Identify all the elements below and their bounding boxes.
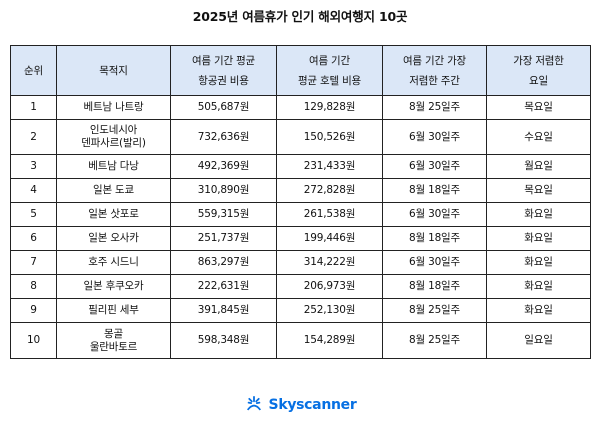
header-cheapest-day-line2: 요일: [529, 74, 548, 87]
rank-cell: 9: [10, 298, 57, 323]
rank-cell: 4: [10, 178, 57, 203]
rank-cell: 3: [10, 154, 57, 179]
page-title: 2025년 여름휴가 인기 해외여행지 10곳: [192, 9, 408, 24]
hotel-cell: 272,828원: [276, 178, 383, 203]
airfare-cell: 492,369원: [170, 154, 277, 179]
cheapest-week-cell: 8월 18일주: [382, 274, 487, 299]
header-airfare-line1: 여름 기간 평균: [191, 54, 256, 67]
header-hotel: 여름 기간 평균 호텔 비용: [276, 45, 383, 96]
destination-cell: 베트남 나트랑: [56, 95, 171, 120]
rank-cell: 7: [10, 250, 57, 275]
rank-cell: 8: [10, 274, 57, 299]
cheapest-week-cell: 8월 18일주: [382, 178, 487, 203]
cheapest-week-cell: 8월 25일주: [382, 298, 487, 323]
cheapest-week-cell: 6월 30일주: [382, 250, 487, 275]
airfare-cell: 598,348원: [170, 322, 277, 359]
rank-cell: 6: [10, 226, 57, 251]
header-destination-label: 목적지: [99, 64, 128, 77]
destination-line2: 덴파사르(발리): [81, 137, 146, 149]
airfare-cell: 559,315원: [170, 202, 277, 227]
airfare-cell: 732,636원: [170, 119, 277, 155]
cheapest-day-cell: 화요일: [486, 274, 591, 299]
cheapest-day-cell: 목요일: [486, 178, 591, 203]
airfare-cell: 251,737원: [170, 226, 277, 251]
cheapest-week-cell: 8월 25일주: [382, 95, 487, 120]
hotel-cell: 206,973원: [276, 274, 383, 299]
rank-cell: 5: [10, 202, 57, 227]
destination-line1: 인도네시아: [89, 124, 138, 136]
table-row: 1 베트남 나트랑 505,687원 129,828원 8월 25일주 목요일: [10, 95, 591, 120]
skyscanner-sunrise-icon: [244, 395, 264, 415]
hotel-cell: 231,433원: [276, 154, 383, 179]
skyscanner-logo: Skyscanner: [0, 395, 600, 415]
hotel-cell: 261,538원: [276, 202, 383, 227]
header-hotel-line2: 평균 호텔 비용: [297, 74, 362, 87]
table-row: 10 몽골 울란바토르 598,348원 154,289원 8월 25일주 일요…: [10, 322, 591, 359]
destination-line1: 몽골: [104, 327, 123, 340]
destination-cell: 필리핀 세부: [56, 298, 171, 323]
table-header-row: 순위 목적지 여름 기간 평균 항공권 비용 여름 기간 평균 호텔 비용 여름…: [10, 45, 591, 96]
rank-cell: 10: [10, 322, 57, 359]
header-hotel-line1: 여름 기간: [309, 54, 350, 67]
header-cheapest-day: 가장 저렴한 요일: [486, 45, 591, 96]
rank-cell: 2: [10, 119, 57, 155]
header-rank-label: 순위: [24, 64, 43, 77]
hotel-cell: 199,446원: [276, 226, 383, 251]
header-cheapest-week-line2: 저렴한 주간: [409, 74, 460, 87]
destination-cell: 호주 시드니: [56, 250, 171, 275]
table-row: 2 인도네시아 덴파사르(발리) 732,636원 150,526원 6월 30…: [10, 119, 591, 155]
header-destination: 목적지: [56, 45, 171, 96]
cheapest-day-cell: 월요일: [486, 154, 591, 179]
destination-cell: 인도네시아 덴파사르(발리): [56, 119, 171, 155]
cheapest-day-cell: 수요일: [486, 119, 591, 155]
hotel-cell: 150,526원: [276, 119, 383, 155]
header-airfare: 여름 기간 평균 항공권 비용: [170, 45, 277, 96]
table-row: 5 일본 삿포로 559,315원 261,538원 6월 30일주 화요일: [10, 202, 591, 227]
table-row: 6 일본 오사카 251,737원 199,446원 8월 18일주 화요일: [10, 226, 591, 251]
cheapest-day-cell: 화요일: [486, 298, 591, 323]
cheapest-day-cell: 화요일: [486, 250, 591, 275]
rank-cell: 1: [10, 95, 57, 120]
header-cheapest-week-line1: 여름 기간 가장: [402, 54, 467, 67]
destination-cell: 일본 도쿄: [56, 178, 171, 203]
cheapest-day-cell: 화요일: [486, 202, 591, 227]
destination-table: 순위 목적지 여름 기간 평균 항공권 비용 여름 기간 평균 호텔 비용 여름…: [10, 45, 591, 359]
header-rank: 순위: [10, 45, 57, 96]
header-cheapest-week: 여름 기간 가장 저렴한 주간: [382, 45, 487, 96]
table-row: 7 호주 시드니 863,297원 314,222원 6월 30일주 화요일: [10, 250, 591, 275]
airfare-cell: 505,687원: [170, 95, 277, 120]
skyscanner-logo-inner: Skyscanner: [244, 395, 357, 415]
destination-cell: 베트남 다낭: [56, 154, 171, 179]
hotel-cell: 252,130원: [276, 298, 383, 323]
table-row: 4 일본 도쿄 310,890원 272,828원 8월 18일주 목요일: [10, 178, 591, 203]
cheapest-week-cell: 8월 18일주: [382, 226, 487, 251]
destination-cell: 일본 후쿠오카: [56, 274, 171, 299]
cheapest-week-cell: 6월 30일주: [382, 154, 487, 179]
header-airfare-line2: 항공권 비용: [198, 74, 249, 87]
cheapest-week-cell: 6월 30일주: [382, 202, 487, 227]
hotel-cell: 314,222원: [276, 250, 383, 275]
cheapest-week-cell: 6월 30일주: [382, 119, 487, 155]
airfare-cell: 310,890원: [170, 178, 277, 203]
destination-line2: 울란바토르: [89, 340, 138, 353]
destination-cell: 일본 오사카: [56, 226, 171, 251]
cheapest-day-cell: 화요일: [486, 226, 591, 251]
destination-cell: 일본 삿포로: [56, 202, 171, 227]
skyscanner-logo-text: Skyscanner: [268, 397, 357, 413]
cheapest-day-cell: 목요일: [486, 95, 591, 120]
hotel-cell: 129,828원: [276, 95, 383, 120]
destination-cell: 몽골 울란바토르: [56, 322, 171, 359]
table-row: 9 필리핀 세부 391,845원 252,130원 8월 25일주 화요일: [10, 298, 591, 323]
airfare-cell: 391,845원: [170, 298, 277, 323]
airfare-cell: 863,297원: [170, 250, 277, 275]
cheapest-day-cell: 일요일: [486, 322, 591, 359]
cheapest-week-cell: 8월 25일주: [382, 322, 487, 359]
hotel-cell: 154,289원: [276, 322, 383, 359]
airfare-cell: 222,631원: [170, 274, 277, 299]
table-row: 3 베트남 다낭 492,369원 231,433원 6월 30일주 월요일: [10, 154, 591, 179]
header-cheapest-day-line1: 가장 저렴한: [513, 54, 564, 67]
table-row: 8 일본 후쿠오카 222,631원 206,973원 8월 18일주 화요일: [10, 274, 591, 299]
